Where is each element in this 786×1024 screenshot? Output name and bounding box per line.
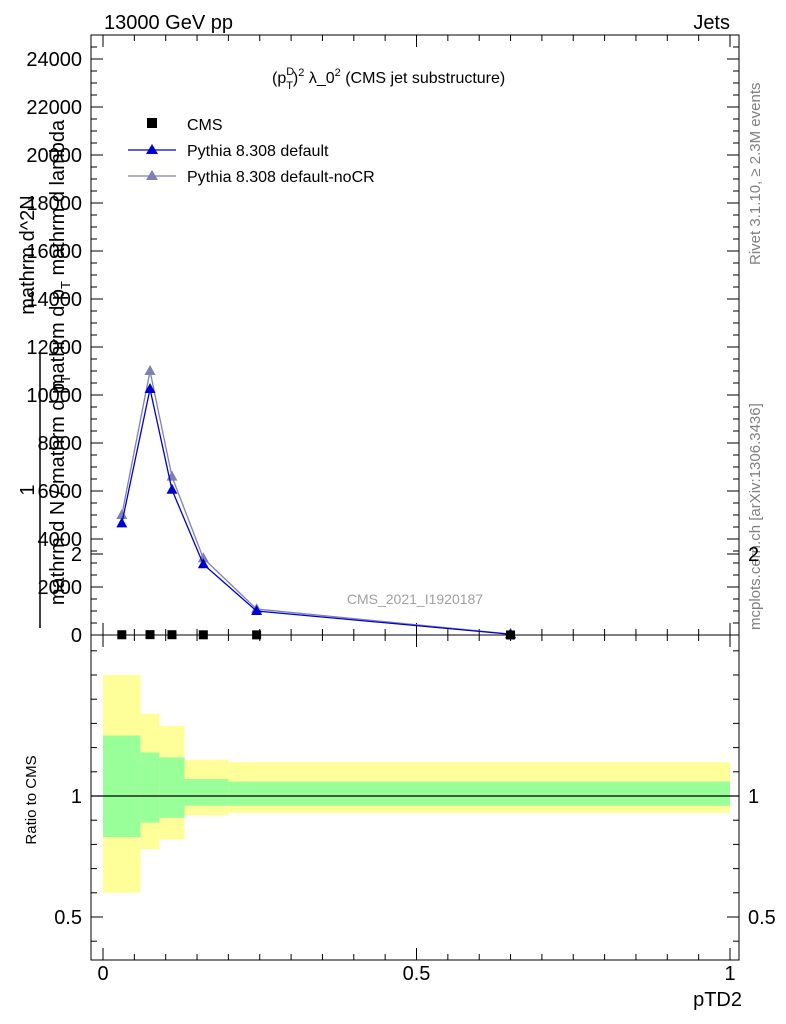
title-part-1: (p [272, 70, 286, 87]
x-axis-label: pTD2 [693, 989, 742, 1011]
ylabel-numerator: mathrm d^2N [17, 195, 39, 314]
main-y-tick-label: 20000 [26, 145, 82, 167]
ratio-y-tick-label: 1 [71, 786, 82, 808]
ylabel-denominator-sub: T [58, 281, 73, 289]
title-tail: (CMS jet substructure) [341, 70, 505, 87]
ratio-x-ticks: 0 0.5 1 [97, 635, 736, 985]
x-tick-label: 0 [97, 963, 108, 985]
main-y-tick-label: 2000 [38, 577, 83, 599]
ylabel-bottom-sub: T [58, 375, 73, 383]
ylabel-one: 1 [17, 484, 39, 495]
ratio-y-tick-label-right: 2 [748, 544, 759, 566]
mcplots-label: mcplots.cern.ch [arXiv:1306.3436] [747, 403, 764, 630]
ratio-inner-band [184, 779, 229, 806]
analysis-watermark: CMS_2021_I1920187 [347, 591, 483, 607]
data-point-pythia-nocr [116, 509, 128, 519]
ratio-y-axis-label: Ratio to CMS [23, 755, 40, 844]
title-sup-2: 2 [298, 67, 304, 79]
ratio-panel: 0.5 0.51 12 2 0 0.5 1 Ratio to CMS pTD2 [23, 544, 776, 1011]
main-y-tick-label: 16000 [26, 241, 82, 263]
main-y-tick-label: 18000 [26, 193, 82, 215]
data-point-pythia-nocr [144, 365, 156, 375]
ratio-y-tick-label: 2 [71, 544, 82, 566]
chart-title: (pD T)2 λ_02 (CMS jet substructure) [272, 66, 505, 92]
ratio-y-ticks: 0.5 0.5 1 1 2 2 [54, 544, 776, 942]
header-energy-label: 13000 GeV pp [104, 12, 233, 34]
ratio-y-tick-label-right: 0.5 [748, 907, 776, 929]
main-panel: 0200040006000800010000120001400016000180… [17, 34, 740, 647]
ratio-inner-band [103, 735, 141, 838]
ratio-inner-band [159, 757, 185, 818]
main-y-axis-label: mathrm d^2N mathrm d pT mathrm d lambda … [17, 119, 73, 628]
x-tick-label: 0.5 [403, 963, 431, 985]
main-x-ticks [102, 35, 731, 635]
ylabel-denominator: mathrm d pT mathrm d lambda [47, 119, 73, 390]
main-y-tick-label: 22000 [26, 97, 82, 119]
series-line-pythia-default [121, 388, 511, 635]
data-point-pythia-default [116, 517, 128, 528]
ratio-inner-band [140, 752, 160, 823]
header-process-label: Jets [693, 12, 730, 34]
ylabel-bottom: mathrm d N / mathrm d pT [47, 375, 73, 605]
legend-label-pythia-nocr: Pythia 8.308 default-noCR [187, 169, 375, 186]
main-y-tick-label: 4000 [38, 529, 83, 551]
ratio-bands-layer [103, 675, 730, 893]
legend-marker-cms [147, 118, 157, 128]
title-sup-2b: 2 [335, 67, 341, 79]
data-point-pythia-default [144, 383, 156, 393]
main-y-tick-label: 0 [71, 625, 82, 647]
legend-label-pythia-default: Pythia 8.308 default [187, 143, 329, 160]
title-sup-d: D [286, 66, 294, 78]
ylabel-bottom-a: mathrm d N / mathrm d p [47, 383, 69, 605]
data-point-pythia-default [166, 483, 178, 494]
ratio-y-tick-label-right: 1 [748, 786, 759, 808]
main-y-tick-label: 24000 [26, 49, 82, 71]
title-lambda: λ_0 [304, 70, 334, 87]
legend-label-cms: CMS [187, 117, 223, 134]
title-sub-t: T [286, 80, 293, 92]
ratio-frame [90, 634, 740, 961]
series-line-pythia-nocr [121, 370, 511, 635]
main-y-tick-label: 8000 [38, 433, 83, 455]
x-tick-label: 1 [724, 963, 735, 985]
main-y-tick-label: 6000 [38, 481, 83, 503]
legend: CMS Pythia 8.308 default Pythia 8.308 de… [128, 117, 375, 186]
rivet-version-label: Rivet 3.1.10, ≥ 2.3M events [747, 83, 764, 266]
ylabel-denominator-b: mathrm d lambda [47, 119, 69, 281]
main-y-tick-label: 14000 [26, 289, 82, 311]
ratio-y-tick-label: 0.5 [54, 907, 82, 929]
ylabel-denominator-a: mathrm d p [47, 289, 69, 390]
ratio-inner-band [228, 781, 730, 806]
data-point-pythia-default [251, 605, 263, 615]
legend-marker-pythia-default [146, 144, 158, 154]
title-paren: ) [293, 70, 298, 87]
data-point-pythia-default [197, 558, 209, 569]
main-y-ticks: 0200040006000800010000120001400016000180… [26, 46, 739, 647]
data-point-pythia-nocr [197, 552, 209, 563]
legend-marker-pythia-nocr [146, 170, 158, 180]
